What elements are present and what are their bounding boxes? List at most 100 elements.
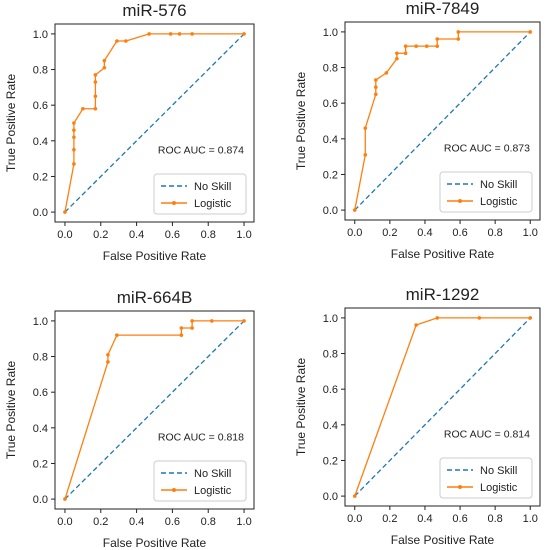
series-line-logistic [354, 31, 531, 211]
data-point [403, 51, 408, 56]
data-point [456, 37, 461, 41]
data-point [115, 39, 119, 43]
legend: No Skill Logistic [439, 171, 533, 213]
legend: No Skill Logistic [153, 173, 247, 215]
data-point [124, 39, 128, 43]
data-point [106, 352, 110, 357]
y-tick-label: 0.4 [323, 134, 338, 146]
x-tick-label: 0.8 [488, 227, 503, 239]
x-tick-label: 1.0 [523, 227, 538, 239]
x-tick-label: 0.4 [417, 227, 432, 239]
y-tick-label: 0.8 [323, 349, 338, 361]
x-tick-label: 0.6 [165, 229, 180, 241]
x-tick-label: 0.6 [165, 516, 180, 528]
data-point [456, 30, 461, 34]
x-axis-label: False Positive Rate [103, 249, 207, 263]
x-tick-label: 0.4 [129, 229, 144, 241]
y-tick-label: 0.4 [33, 423, 48, 435]
data-point [435, 37, 440, 41]
data-point [395, 56, 399, 61]
y-axis-label: True Positive Rate [4, 361, 18, 460]
data-point [147, 32, 151, 36]
legend-label: Logistic [194, 485, 232, 497]
y-tick-label: 0.8 [323, 63, 338, 75]
roc-chart-3: miR-664B 0.0 0.2 0.4 0.6 0.8 1.0 0.0 0.2 0.4 0.6 0.… [4, 288, 255, 550]
x-tick-label: 0.8 [201, 516, 216, 528]
legend-box [439, 171, 533, 213]
legend-label: Logistic [194, 198, 232, 210]
legend-box [153, 460, 247, 502]
auc-annotation: ROC AUC = 0.814 [444, 428, 530, 440]
y-tick-label: 0.2 [33, 458, 48, 470]
y-tick-label: 0.0 [33, 207, 48, 219]
chart-title: miR-7849 [406, 0, 480, 18]
series-line-no-skill [64, 320, 245, 500]
data-point [242, 32, 246, 36]
chart-title: miR-576 [122, 1, 186, 20]
y-tick-label: 0.6 [323, 98, 338, 110]
data-point [190, 319, 194, 323]
auc-annotation: ROC AUC = 0.818 [158, 431, 244, 443]
y-tick-label: 0.0 [323, 491, 338, 503]
data-point [352, 494, 357, 498]
data-point [414, 323, 418, 327]
x-tick-label: 0.8 [488, 513, 503, 525]
data-point [106, 360, 110, 364]
data-point [102, 58, 107, 63]
data-point [242, 319, 246, 323]
data-point [363, 126, 368, 130]
y-axis-label: True Positive Rate [4, 74, 18, 173]
data-point [395, 51, 399, 56]
plot-frame [54, 23, 255, 223]
y-tick-label: 1.0 [33, 316, 48, 328]
chart-title: miR-664B [117, 288, 193, 307]
data-point [102, 65, 107, 70]
data-point [363, 153, 368, 157]
data-point [63, 497, 67, 501]
data-point [190, 326, 194, 330]
legend-label: Logistic [480, 196, 518, 208]
data-point [528, 30, 533, 34]
data-point [72, 121, 76, 125]
x-tick-label: 1.0 [236, 229, 251, 241]
data-point [528, 316, 533, 320]
data-point [435, 316, 440, 320]
y-tick-label: 0.6 [33, 387, 48, 399]
data-point [115, 333, 119, 337]
data-point [93, 106, 98, 111]
x-tick-label: 0.0 [347, 513, 362, 525]
legend-label: No Skill [480, 179, 517, 191]
legend-marker [172, 488, 176, 492]
data-point [179, 326, 184, 330]
x-tick-label: 0.0 [57, 229, 72, 241]
x-tick-label: 0.2 [93, 229, 108, 241]
data-point [93, 80, 98, 84]
x-tick-label: 0.4 [129, 516, 144, 528]
x-tick-label: 0.0 [347, 227, 362, 239]
chart-title: miR-1292 [406, 285, 480, 304]
series-line-no-skill [354, 317, 531, 497]
data-point [352, 208, 357, 212]
x-tick-label: 1.0 [523, 513, 538, 525]
x-tick-label: 0.6 [452, 513, 467, 525]
roc-chart-1: miR-576 0.0 0.2 0.4 0.6 0.8 1.0 0.0 0.2 0.4 0.6 0.8… [4, 1, 255, 263]
y-tick-label: 0.8 [33, 352, 48, 364]
y-tick-label: 0.6 [33, 100, 48, 112]
y-tick-label: 0.0 [323, 205, 338, 217]
plot-frame [54, 310, 255, 510]
legend-marker [458, 485, 462, 489]
series-line-no-skill [64, 33, 245, 213]
data-point [168, 32, 173, 36]
data-point [403, 44, 408, 48]
data-point [374, 92, 378, 97]
y-tick-label: 0.2 [323, 169, 338, 181]
y-tick-label: 0.8 [33, 65, 48, 77]
legend-marker [458, 199, 462, 203]
x-tick-label: 0.0 [57, 516, 72, 528]
legend: No Skill Logistic [153, 460, 247, 502]
x-tick-label: 0.2 [382, 513, 397, 525]
data-point [374, 85, 378, 89]
data-point [93, 73, 98, 77]
data-point [72, 128, 76, 132]
legend-box [153, 173, 247, 215]
